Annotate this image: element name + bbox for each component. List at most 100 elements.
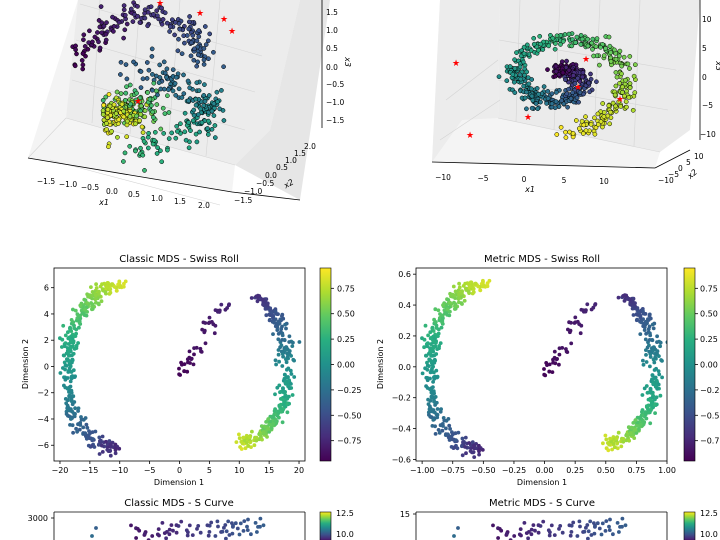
- data-point: [531, 523, 536, 527]
- data-point: [172, 81, 178, 86]
- data-point: [175, 129, 180, 134]
- data-point: [593, 125, 599, 130]
- data-point: [559, 59, 565, 65]
- data-point: [428, 406, 433, 411]
- data-point: [619, 71, 624, 77]
- data-point: [93, 293, 98, 297]
- data-point: [455, 446, 460, 451]
- colorbar: [319, 267, 332, 462]
- data-point: [70, 357, 75, 362]
- data-point: [653, 411, 657, 415]
- data-point: [224, 529, 229, 534]
- data-point: [201, 103, 207, 108]
- data-point: [547, 533, 552, 538]
- data-point: [216, 524, 220, 529]
- data-point: [265, 302, 270, 307]
- data-point: [187, 85, 193, 91]
- data-point: [522, 72, 527, 78]
- data-point: [570, 90, 575, 96]
- data-point: [164, 66, 170, 72]
- y-tick-labels: −6 −4 −2 0 2 4 6: [37, 284, 54, 450]
- data-point: [441, 316, 445, 321]
- data-point: [638, 313, 642, 318]
- data-point: [422, 337, 427, 342]
- data-point: [160, 17, 166, 22]
- data-point: [512, 66, 518, 71]
- data-point: [578, 32, 584, 38]
- data-point: [183, 137, 189, 143]
- colorbar-tick-label: −0.50: [337, 411, 362, 420]
- data-point: [268, 317, 272, 322]
- data-point: [616, 430, 621, 435]
- colorbar-tick-label: −0.5: [700, 411, 719, 420]
- data-point: [71, 394, 76, 399]
- data-point: [448, 427, 452, 431]
- y-axis-label: Dimension 2: [21, 339, 30, 389]
- y-tick-label: 1.0: [285, 156, 297, 165]
- x-tick-label: 1.5: [174, 197, 186, 206]
- data-point: [436, 308, 441, 313]
- data-point: [619, 63, 625, 69]
- data-point: [586, 536, 590, 540]
- data-point: [460, 291, 464, 296]
- data-point: [642, 328, 647, 332]
- data-point: [175, 71, 181, 77]
- data-point: [151, 115, 156, 120]
- x-tick-label: −1.5: [37, 177, 55, 186]
- data-point: [536, 47, 541, 53]
- data-point: [60, 337, 65, 342]
- classic-mds-swiss-roll-plot: Classic MDS - Swiss Roll −20 −15 −10 −5 0 5 10…: [21, 254, 362, 487]
- data-point: [249, 532, 253, 537]
- data-point: [621, 54, 627, 60]
- data-point: [242, 519, 247, 523]
- y-tick-label: −0.4: [392, 425, 411, 434]
- data-point: [577, 79, 583, 84]
- data-point: [578, 524, 582, 529]
- data-point: [633, 428, 638, 432]
- data-point: [529, 105, 535, 111]
- data-point: [68, 379, 73, 384]
- colorbar-tick-label: 0.50: [700, 310, 718, 319]
- data-point: [604, 437, 609, 442]
- data-point: [245, 528, 250, 532]
- data-point: [618, 525, 622, 529]
- x-tick-label: 0: [177, 466, 182, 475]
- data-point: [285, 351, 290, 356]
- x-tick-label: 5: [207, 466, 212, 475]
- data-point: [68, 389, 73, 394]
- data-point: [425, 360, 429, 365]
- data-point: [556, 104, 562, 109]
- data-point: [159, 21, 165, 27]
- data-point: [620, 84, 625, 90]
- data-point: [118, 72, 123, 77]
- data-point: [237, 436, 242, 441]
- data-point: [432, 375, 436, 380]
- data-point: [463, 281, 468, 286]
- chart-title: Classic MDS - Swiss Roll: [119, 254, 238, 265]
- data-point: [526, 536, 530, 540]
- data-point: [457, 296, 462, 300]
- data-point: [617, 530, 621, 534]
- data-point: [246, 444, 251, 448]
- data-point: [436, 334, 440, 338]
- data-point: [63, 344, 67, 349]
- data-point: [649, 401, 654, 406]
- x-tick-label: −20: [52, 466, 69, 475]
- data-point: [420, 371, 425, 376]
- data-point: [657, 354, 661, 358]
- data-point: [97, 435, 102, 440]
- data-point: [440, 313, 445, 318]
- data-point: [119, 101, 125, 107]
- data-point: [156, 80, 162, 85]
- data-point: [563, 129, 568, 135]
- data-point: [103, 31, 109, 37]
- data-point: [505, 531, 509, 536]
- data-point: [155, 532, 160, 537]
- data-point: [150, 72, 155, 77]
- data-point: [182, 110, 188, 116]
- data-point: [607, 121, 613, 127]
- y-tick-label: 2: [44, 336, 49, 345]
- data-point: [206, 56, 211, 62]
- data-point: [96, 291, 101, 296]
- data-point: [86, 40, 92, 45]
